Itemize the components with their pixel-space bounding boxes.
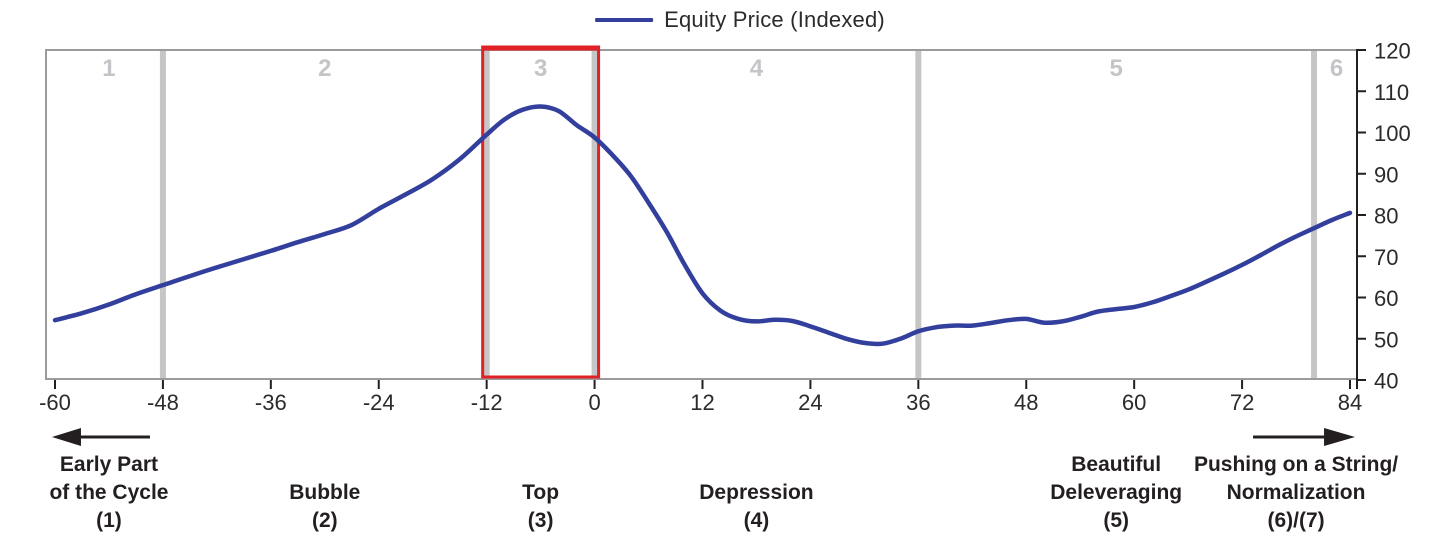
phase-number: 1 [102,55,115,82]
stage-label-line: Normalization [1226,481,1366,504]
x-tick-label: -48 [147,390,179,415]
stage-label-line: (6)/(7) [1267,509,1325,532]
stage-label-line: (4) [743,509,770,532]
stage-label-line: Top [522,481,560,504]
stage-label: Beautiful Deleveraging (5) [1050,451,1182,535]
phase-separator-bar [591,51,598,379]
y-tick-label: 70 [1374,245,1398,270]
y-tick-label: 110 [1374,80,1409,105]
stage-label-line: Depression [699,481,814,504]
y-tick-label: 100 [1374,121,1411,146]
stage-label-line: of the Cycle [49,481,169,504]
phase-separator-bar [159,51,166,379]
phase-number: 5 [1110,55,1123,82]
highlight-box [481,45,601,379]
stage-label-line: Early Part [59,453,158,476]
stage-label-line: Bubble [289,481,361,504]
equity-price-line [52,104,1353,347]
x-tick-label: 72 [1230,390,1254,415]
phase-number: 6 [1330,55,1343,82]
stage-label: Bubble (2) [289,479,360,535]
x-tick-label: 24 [798,390,822,415]
stage-label-line: (3) [527,509,554,532]
phase-separator-bar [483,51,490,379]
phase-number: 4 [750,55,764,82]
x-tick-label: -36 [255,390,287,415]
stage-label: Top (3) [522,479,559,535]
right-arrow-head-icon [1324,428,1356,446]
stage-label-line: Beautiful [1071,453,1162,476]
y-tick-label: 120 [1374,39,1411,64]
phase-number: 3 [534,55,547,82]
y-tick-label: 90 [1374,162,1398,187]
stage-label: Depression (4) [699,479,813,535]
x-tick-label: -60 [39,390,71,415]
y-tick-label: 60 [1374,286,1398,311]
phase-separator-bar [915,51,922,379]
y-tick-label: 80 [1374,204,1398,229]
y-tick-label: 50 [1374,327,1398,352]
x-tick-label: 0 [588,390,600,415]
x-tick-label: 36 [906,390,930,415]
legend-label: Equity Price (Indexed) [664,7,885,32]
x-tick-label: 60 [1122,390,1146,415]
stage-label: Pushing on a String/Normalization (6)/(7) [1194,451,1398,535]
x-tick-label: -12 [471,390,503,415]
y-tick-label: 40 [1374,369,1398,394]
chart-legend: Equity Price (Indexed) [595,5,885,35]
x-tick-label: 48 [1014,390,1038,415]
stage-label-line: Pushing on a String/ [1193,453,1399,476]
stage-label-line: (5) [1103,509,1130,532]
phase-number: 2 [318,55,331,82]
x-tick-label: -24 [363,390,395,415]
phase-separator-bar [1311,51,1318,379]
left-arrow-head-icon [51,428,81,446]
stage-label-line: (2) [311,509,338,532]
stage-label: Early Part of the Cycle (1) [49,451,168,535]
legend-line-swatch [595,18,654,22]
stage-label-line: (1) [96,509,122,532]
stage-label-line: Deleveraging [1050,481,1183,504]
x-tick-label: 12 [690,390,714,415]
x-tick-label: 84 [1338,390,1362,415]
